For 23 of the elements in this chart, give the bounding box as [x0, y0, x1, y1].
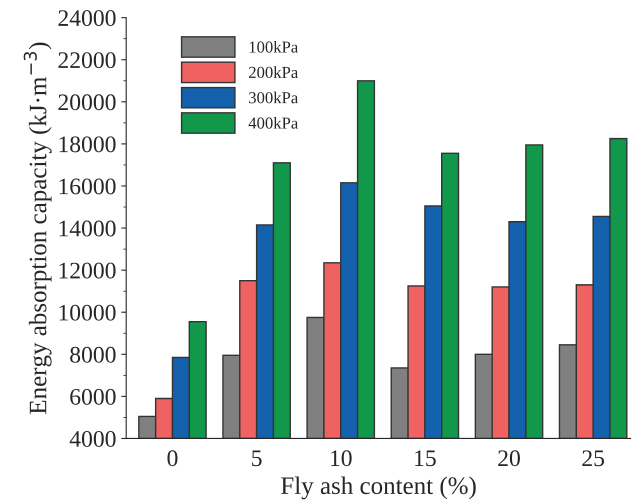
y-tick-label: 20000 — [58, 94, 116, 110]
y-tick-label: 24000 — [58, 10, 116, 26]
x-tick-label: 5 — [252, 450, 262, 466]
legend-label: 300kPa — [249, 92, 298, 104]
x-axis-title: Fly ash content (%) — [281, 476, 476, 500]
x-tick-label: 25 — [582, 450, 604, 466]
x-tick-label: 0 — [167, 450, 178, 466]
y-tick-label: 10000 — [60, 304, 116, 321]
x-tick-label: 15 — [415, 450, 436, 466]
y-tick-label: 8000 — [70, 346, 116, 363]
y-tick-label: 6000 — [70, 388, 116, 405]
y-tick-label: 22000 — [58, 52, 116, 68]
x-tick-label: 10 — [331, 450, 352, 466]
y-tick-label: 16000 — [60, 178, 116, 194]
y-tick-label: 12000 — [60, 262, 116, 279]
y-tick-label: 14000 — [60, 220, 116, 236]
x-tick-label: 20 — [498, 450, 520, 466]
y-tick-label: 4000 — [70, 430, 116, 447]
y-tick-label: 18000 — [60, 136, 116, 152]
legend-label: 400kPa — [248, 116, 298, 129]
legend-label: 200kPa — [248, 66, 298, 78]
y-axis-title: Energy absorption capacity (kJ·m$^{−3}$) — [24, 42, 52, 414]
legend-label: 100kPa — [250, 40, 298, 53]
